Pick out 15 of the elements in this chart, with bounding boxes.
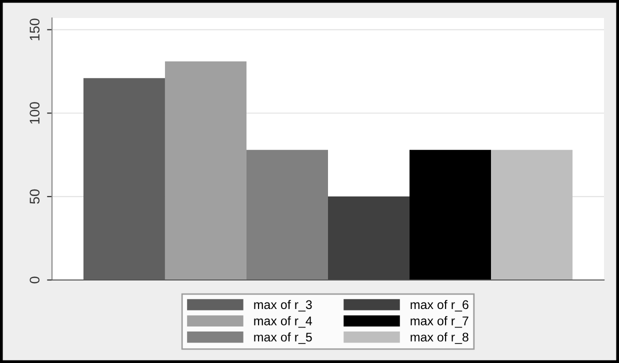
y-tick-label: 100 [30,102,40,124]
legend-label: max of r_3 [254,300,312,312]
bar [410,150,492,280]
legend-label: max of r_5 [254,332,312,344]
bar [246,150,328,280]
legend-label: max of r_8 [410,332,468,344]
bar [164,61,246,280]
legend-label: max of r_7 [410,316,468,328]
y-tick-label: 150 [30,18,40,40]
y-tick-label: 50 [30,189,40,204]
bar [491,150,573,280]
y-tick-label: 0 [30,276,40,284]
legend-label: max of r_4 [254,316,312,328]
bar [328,196,410,280]
legend-label: max of r_6 [410,300,468,312]
